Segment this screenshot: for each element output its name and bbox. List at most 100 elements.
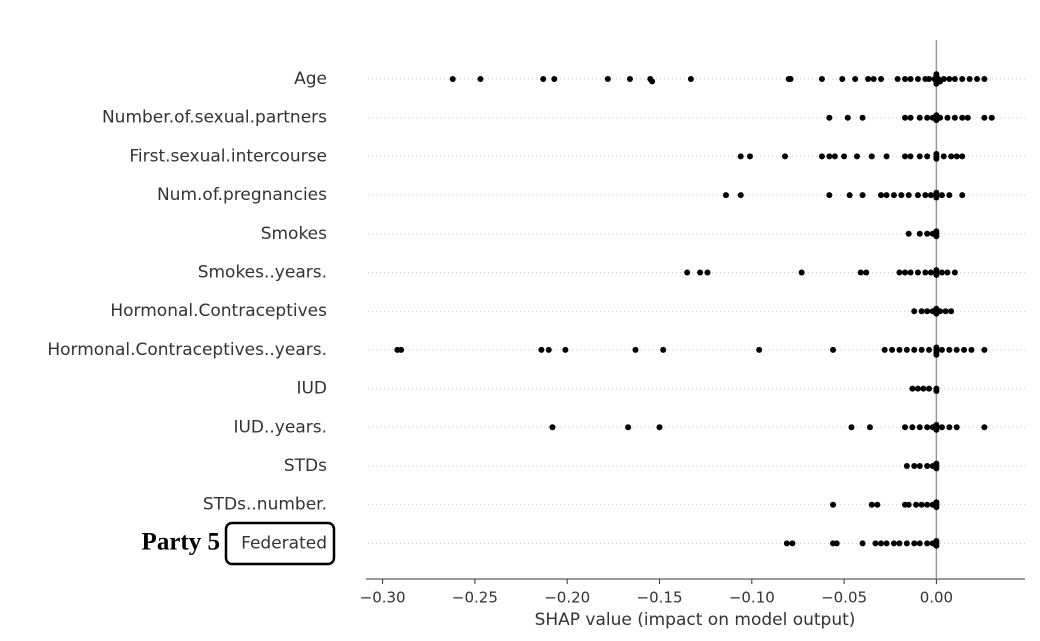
point xyxy=(890,192,897,199)
point xyxy=(914,192,921,199)
y-tick-label: Smokes..years. xyxy=(198,263,327,283)
point xyxy=(911,346,918,353)
x-tick-label: −0.30 xyxy=(360,589,406,607)
point xyxy=(933,189,940,196)
point xyxy=(831,153,838,160)
point xyxy=(846,192,853,199)
point xyxy=(746,153,753,160)
point xyxy=(938,346,945,353)
point xyxy=(889,346,896,353)
point xyxy=(953,346,960,353)
point xyxy=(865,76,872,82)
point xyxy=(826,192,833,199)
point xyxy=(959,76,966,82)
point xyxy=(951,76,958,82)
x-tick-label: −0.20 xyxy=(544,589,590,607)
point xyxy=(933,351,940,358)
point xyxy=(852,76,859,82)
point xyxy=(562,346,569,353)
point xyxy=(946,76,953,82)
point xyxy=(933,267,940,274)
x-tick-label: −0.25 xyxy=(452,589,498,607)
point xyxy=(951,114,958,121)
point xyxy=(924,424,931,431)
point xyxy=(844,114,851,121)
point xyxy=(903,463,910,469)
point xyxy=(722,192,729,199)
point xyxy=(737,153,744,160)
point xyxy=(948,153,955,160)
point xyxy=(863,269,870,276)
point xyxy=(902,424,909,431)
x-tick-label: −0.15 xyxy=(637,589,683,607)
point xyxy=(909,385,916,392)
y-tick-label: Hormonal.Contraceptives xyxy=(110,301,327,321)
point xyxy=(398,346,405,353)
point xyxy=(933,344,940,351)
point xyxy=(890,540,897,547)
point xyxy=(632,346,639,353)
x-tick-label: −0.05 xyxy=(821,589,867,607)
point xyxy=(940,76,947,82)
point xyxy=(918,308,925,315)
point xyxy=(974,76,981,82)
point xyxy=(933,504,940,511)
point xyxy=(981,346,988,353)
point xyxy=(697,269,704,276)
x-axis-label: SHAP value (impact on model output) xyxy=(535,610,856,630)
point xyxy=(938,192,945,199)
y-tick-label: STDs..number. xyxy=(203,495,327,515)
point xyxy=(907,76,914,82)
point xyxy=(782,153,789,160)
y-tick-label: STDs xyxy=(284,456,327,476)
point xyxy=(920,385,927,392)
point xyxy=(916,230,923,237)
x-tick-label: 0.00 xyxy=(920,589,953,607)
point xyxy=(883,192,890,199)
point xyxy=(883,540,890,547)
point xyxy=(737,192,744,199)
point xyxy=(870,76,877,82)
point xyxy=(918,346,925,353)
y-tick-label: First.sexual.intercourse xyxy=(129,146,327,166)
point xyxy=(905,192,912,199)
point xyxy=(914,76,921,82)
point xyxy=(940,153,947,160)
point xyxy=(933,460,940,467)
point xyxy=(938,424,945,431)
point xyxy=(626,76,633,82)
point xyxy=(933,151,940,157)
point xyxy=(894,76,901,82)
point xyxy=(924,114,931,121)
point xyxy=(966,76,973,82)
point xyxy=(926,76,933,82)
point xyxy=(937,308,944,315)
point xyxy=(859,114,866,121)
point xyxy=(604,76,611,82)
point xyxy=(868,153,875,160)
point xyxy=(649,78,656,85)
point xyxy=(905,501,912,508)
point xyxy=(968,346,975,353)
point xyxy=(830,346,837,353)
point xyxy=(907,114,914,121)
point xyxy=(924,463,931,469)
point xyxy=(913,501,920,508)
point xyxy=(783,540,790,547)
point xyxy=(859,192,866,199)
point xyxy=(951,269,958,276)
point xyxy=(916,424,923,431)
point xyxy=(857,269,864,276)
point xyxy=(933,499,940,506)
y-tick-label: Federated xyxy=(241,533,327,553)
point xyxy=(818,76,825,82)
point xyxy=(933,233,940,240)
point xyxy=(841,153,848,160)
point xyxy=(922,269,929,276)
point xyxy=(933,538,940,544)
point xyxy=(959,153,966,160)
y-tick-label: Hormonal.Contraceptives..years. xyxy=(47,340,327,360)
point xyxy=(903,540,910,547)
point xyxy=(946,424,953,431)
